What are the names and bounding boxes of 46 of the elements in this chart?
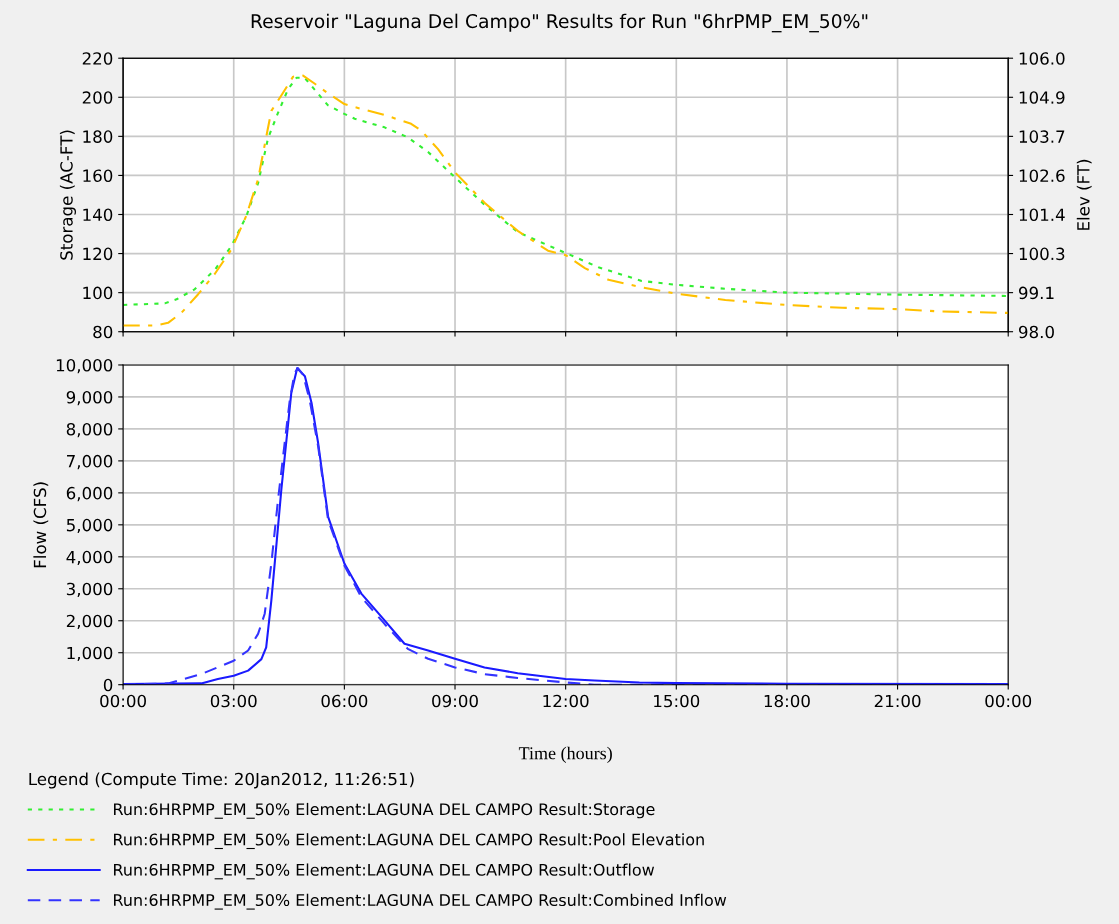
x-tick-label: 06:00 [321,694,368,708]
legend-label: Run:6HRPMP_EM_50% Element:LAGUNA DEL CAMPO Result:Storage [114,802,655,819]
y-tick-label: 220 [82,52,113,65]
y-tick-label: 120 [83,247,113,261]
y-tick-label: 4,000 [66,550,113,566]
y2-axis-title: Elev (FT) [1076,159,1092,230]
y-tick-label: 0 [103,678,113,692]
y2-tick-label: 99.1 [1018,286,1054,300]
y-tick-label: 9,000 [66,390,113,406]
y-tick-label: 5,000 [66,518,113,534]
y-axis-title: Storage (AC-FT) [59,130,76,260]
y2-tick-label: 103.7 [1019,130,1065,143]
legend-label: Run:6HRPMP_EM_50% Element:LAGUNA DEL CAMPO Result:Pool Elevation [114,833,704,850]
legend-title: Legend (Compute Time: 20Jan2012, 11:26:51) [29,772,414,789]
y-tick-label: 100 [83,286,113,300]
y2-tick-label: 101.4 [1019,208,1065,222]
y-tick-label: 10,000 [56,358,113,374]
y-tick-label: 140 [83,208,113,222]
y2-tick-label: 100.3 [1019,247,1065,261]
x-tick-label: 00:00 [100,694,146,708]
legend-label: Run:6HRPMP_EM_50% Element:LAGUNA DEL CAMPO Result:Outflow [114,863,655,880]
y2-tick-label: 98.0 [1018,325,1054,339]
y-tick-label: 2,000 [66,614,113,630]
x-tick-label: 15:00 [654,694,700,708]
x-tick-label: 03:00 [210,694,257,708]
y2-tick-label: 104.9 [1019,91,1065,104]
chart-title: Reservoir "Laguna Del Campo" Results for Run "6hrPMP_EM_50%" [251,13,868,33]
x-axis-title: Time (hours) [518,746,612,764]
y-axis-title: Flow (CFS) [33,482,49,568]
y-tick-label: 180 [83,130,113,143]
y-tick-label: 8,000 [66,422,113,438]
legend-label: Run:6HRPMP_EM_50% Element:LAGUNA DEL CAMPO Result:Combined Inflow [114,893,727,910]
x-tick-label: 12:00 [543,694,589,708]
y-tick-label: 3,000 [66,582,113,598]
x-tick-label: 09:00 [432,694,478,708]
x-tick-label: 00:00 [985,694,1032,708]
y-tick-label: 6,000 [66,486,113,502]
y-tick-label: 160 [83,169,113,182]
x-tick-label: 18:00 [764,694,810,708]
y2-tick-label: 106.0 [1019,52,1065,65]
y-tick-label: 7,000 [67,454,113,470]
y-tick-label: 1,000 [67,646,113,661]
y2-tick-label: 102.6 [1019,169,1065,182]
y-tick-label: 200 [82,91,113,104]
x-tick-label: 21:00 [874,694,921,708]
y-tick-label: 80 [93,325,113,339]
